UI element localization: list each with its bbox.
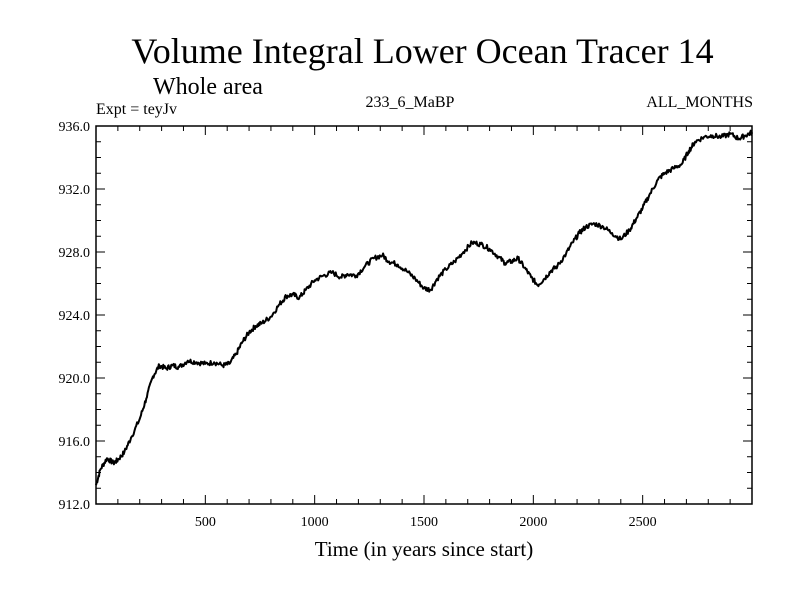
y-tick-label: 932.0 <box>59 183 91 198</box>
y-tick-label: 912.0 <box>59 498 91 513</box>
x-tick-label: 1000 <box>301 515 329 530</box>
y-tick-label: 920.0 <box>59 372 91 387</box>
plot-frame <box>95 125 753 505</box>
experiment-label: Expt = teyJv <box>96 101 178 118</box>
y-tick-label: 928.0 <box>59 246 91 261</box>
series-line <box>95 129 753 486</box>
x-tick-label: 500 <box>195 515 216 530</box>
y-tick-label: 924.0 <box>59 309 91 324</box>
experiment-name: 233_6_MaBP <box>365 94 455 111</box>
y-tick-label: 936.0 <box>59 120 91 135</box>
chart-subtitle: Whole area <box>153 74 263 100</box>
axis-ticks <box>96 126 752 504</box>
x-tick-label: 2000 <box>519 515 547 530</box>
x-tick-label: 2500 <box>629 515 657 530</box>
period-label: ALL_MONTHS <box>646 94 753 111</box>
y-tick-label: 916.0 <box>59 435 91 450</box>
chart-title: Volume Integral Lower Ocean Tracer 14 <box>131 31 714 71</box>
x-axis-label: Time (in years since start) <box>314 537 534 561</box>
tick-labels: 500 1000 1500 2000 2500 912.0 916.0 920.0 924.0 9… <box>59 120 657 530</box>
x-tick-label: 1500 <box>410 515 438 530</box>
